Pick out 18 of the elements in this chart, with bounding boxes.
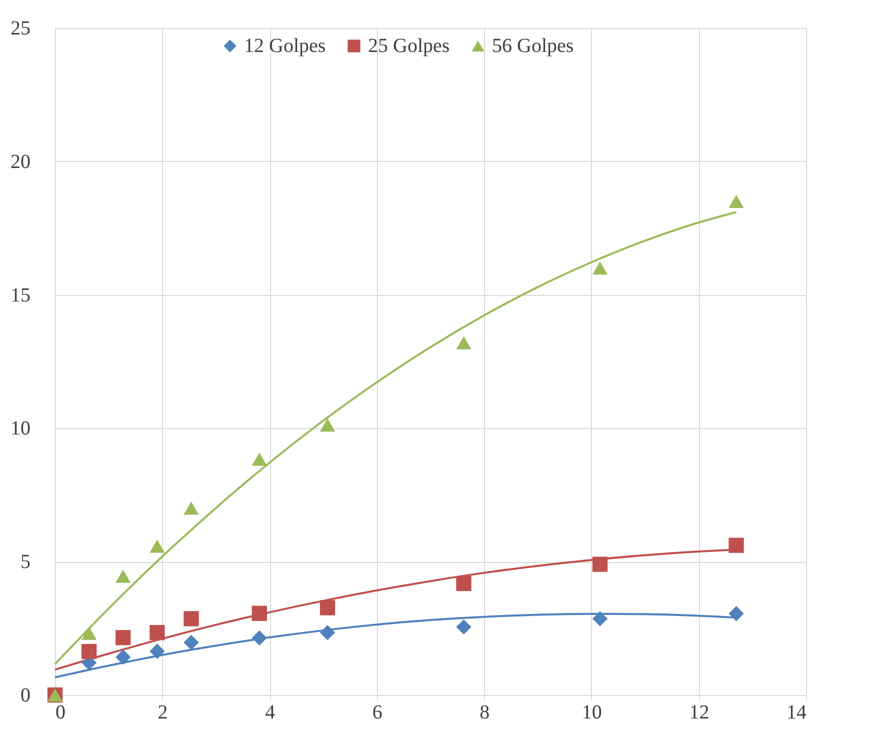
y-tick-label: 5 bbox=[20, 551, 30, 574]
y-tick-label: 10 bbox=[10, 418, 30, 440]
x-tick-label: 2 bbox=[158, 702, 168, 724]
y-tick-label: 15 bbox=[10, 284, 30, 306]
line-series bbox=[54, 211, 738, 666]
x-tick-label: 4 bbox=[265, 702, 276, 724]
legend-label: 25 Golpes bbox=[368, 35, 450, 57]
x-tick-label: 12 bbox=[689, 702, 710, 724]
x-tick-label: 8 bbox=[480, 702, 490, 724]
x-tick-label: 6 bbox=[372, 702, 382, 724]
y-tick-label: 0 bbox=[20, 684, 30, 706]
y-tick-label: 20 bbox=[10, 150, 30, 173]
x-tick-label: 10 bbox=[582, 702, 602, 724]
x-tick-label: 14 bbox=[786, 702, 806, 724]
legend-label: 56 Golpes bbox=[492, 35, 574, 57]
x-tick-label: 0 bbox=[56, 702, 66, 724]
y-tick-label: 25 bbox=[10, 18, 30, 40]
legend-label: 12 Golpes bbox=[244, 35, 326, 57]
